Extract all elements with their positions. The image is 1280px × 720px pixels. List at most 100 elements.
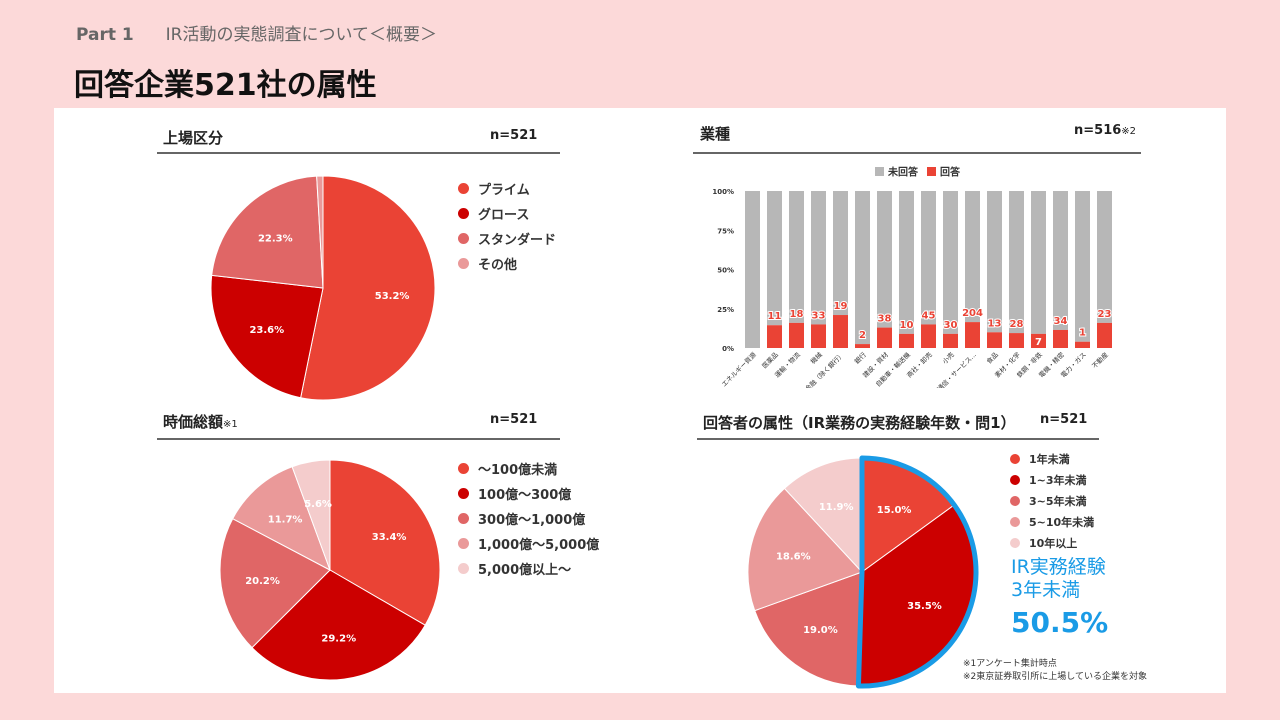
market_cap-slice-label-0: 33.4% (372, 532, 407, 543)
industry-title-text: 業種 (700, 125, 731, 143)
industry-count-label-7: 10 (900, 320, 914, 331)
listing-legend-label: スタンダード (478, 233, 557, 248)
callout-line1: IR実務経験 (1011, 556, 1106, 578)
respondent-panel-title: 回答者の属性（IR業務の実務経験年数・問1） (703, 412, 1016, 433)
industry-count-label-3: 33 (812, 310, 826, 321)
callout-value: 50.5% (1011, 606, 1109, 639)
market-cap-n-text: n=521 (490, 412, 538, 427)
respondent-legend-dot (1010, 453, 1020, 464)
market_cap-legend-dot (458, 488, 469, 499)
market_cap-slice-1 (251, 569, 426, 681)
market_cap-legend-dot (458, 463, 469, 474)
industry-y-tick: 25% (717, 306, 734, 314)
part-number: Part 1 (76, 25, 134, 45)
market_cap-legend-label: 5,000億以上～ (478, 563, 572, 578)
listing-divider (157, 152, 560, 154)
listing-slice-2 (211, 175, 324, 289)
industry-bar-unanswered-3 (811, 191, 826, 325)
industry-count-label-4: 19 (834, 301, 848, 312)
footnotes: ※1アンケート集計時点 ※2東京証券取引所に上場している企業を対象 (963, 658, 1147, 684)
listing-slice-3 (316, 175, 324, 289)
market_cap-legend-item: 5,000億以上～ (458, 556, 599, 581)
respondent-n-text: n=521 (1040, 412, 1088, 427)
respondent-legend-label: 3~5年未満 (1029, 494, 1087, 508)
industry-y-tick: 0% (722, 345, 734, 353)
industry-bar-unanswered-6 (877, 191, 892, 328)
footnote-1: ※1アンケート集計時点 (963, 659, 1057, 669)
listing-panel-title: 上場区分 (163, 127, 223, 148)
listing-legend-item: プライム (458, 176, 556, 201)
market_cap-legend-item: 1,000億～5,000億 (458, 531, 599, 556)
industry-bar-answered-7 (899, 333, 914, 348)
industry-count-label-5: 2 (859, 330, 866, 341)
industry-bar-unanswered-5 (855, 191, 870, 345)
market-cap-divider (157, 438, 560, 440)
listing-slice-label-1: 23.6% (249, 325, 284, 336)
section-subtitle: IR活動の実態調査について＜概要＞ (165, 25, 437, 45)
industry-bar-answered-9 (943, 333, 958, 348)
respondent-slice-label-1: 35.5% (907, 601, 942, 612)
respondent-legend-label: 5~10年未満 (1029, 515, 1095, 529)
market-cap-title-note: ※1 (223, 419, 238, 430)
callout: IR実務経験 3年未満 50.5% (1011, 556, 1108, 639)
listing-legend-item: スタンダード (458, 226, 556, 251)
market_cap-legend-label: 1,000億～5,000億 (478, 538, 600, 553)
industry-bar-chart: 未回答 回答0%25%50%75%100%エネルギー資源11医薬品18運輸・物流3… (712, 166, 1112, 389)
industry-count-label-11: 13 (988, 318, 1002, 329)
industry-bar-answered-11 (987, 332, 1002, 348)
market_cap-legend-item: 100億～300億 (458, 481, 599, 506)
industry-count-label-12: 28 (1010, 319, 1024, 330)
market-cap-legend: ～100億未満 100億～300億 300億～1,000億 1,000億～5,000億… (458, 456, 599, 581)
listing-legend-dot (458, 233, 469, 244)
industry-n-note: ※2 (1121, 126, 1137, 137)
market_cap-slice-label-1: 29.2% (321, 634, 356, 645)
respondent-slice-label-2: 19.0% (803, 625, 838, 636)
industry-bar-answered-1 (767, 325, 782, 348)
market_cap-slice-0 (329, 459, 441, 626)
industry-bar-answered-3 (811, 324, 826, 348)
respondent-legend-item: 1~3年未満 (1010, 469, 1094, 490)
respondent-legend-item: 3~5年未満 (1010, 490, 1094, 511)
part-label: Part 1 IR活動の実態調査について＜概要＞ (76, 20, 437, 45)
market_cap-slice-3 (232, 466, 331, 572)
industry-bar-unanswered-11 (987, 191, 1002, 333)
listing-legend-label: グロース (478, 208, 530, 223)
industry-count-label-1: 11 (768, 311, 782, 322)
respondent-legend-label: 10年以上 (1029, 536, 1078, 550)
respondent-slice-label-3: 18.6% (776, 551, 811, 562)
industry-category-label-5: 銀行 (852, 350, 868, 366)
respondent-legend-dot (1010, 537, 1020, 548)
industry-bar-answered-6 (877, 327, 892, 348)
industry-count-label-13: 7 (1035, 337, 1042, 348)
industry-bar-answered-10 (965, 322, 980, 348)
respondent-slice-label-0: 15.0% (877, 505, 912, 516)
respondent-legend-dot (1010, 495, 1020, 506)
industry-bar-unanswered-15 (1075, 191, 1090, 342)
listing-legend: プライム グロース スタンダード その他 (458, 176, 556, 276)
industry-count-label-8: 45 (922, 310, 936, 321)
market_cap-slice-2 (219, 518, 331, 649)
market_cap-legend-dot (458, 538, 469, 549)
industry-category-label-9: 小売 (940, 350, 956, 366)
listing-title-text: 上場区分 (163, 129, 224, 147)
listing-n-text: n=521 (490, 128, 538, 143)
industry-bar-unanswered-12 (1009, 191, 1024, 334)
market_cap-slice-label-2: 20.2% (245, 576, 280, 587)
respondent-divider (697, 438, 1099, 440)
industry-divider (693, 152, 1141, 154)
respondent-slice-label-4: 11.9% (819, 502, 854, 513)
industry-legend-swatch-0 (875, 167, 884, 176)
market_cap-slice-label-3: 11.7% (268, 515, 303, 526)
industry-count-label-15: 1 (1079, 328, 1086, 339)
listing-n-label: n=521 (490, 128, 537, 143)
industry-bar-answered-14 (1053, 329, 1068, 348)
industry-bar-unanswered-8 (921, 191, 936, 325)
respondent-highlight-outline (855, 455, 979, 689)
industry-category-label-11: 食品 (984, 350, 1000, 366)
listing-legend-label: プライム (478, 183, 530, 198)
industry-bar-answered-15 (1075, 341, 1090, 348)
market_cap-legend-label: 300億～1,000億 (478, 513, 586, 528)
industry-n-label: n=516※2 (1074, 123, 1136, 138)
industry-legend-label-1: 回答 (940, 166, 961, 179)
industry-category-label-3: 機械 (808, 350, 824, 366)
